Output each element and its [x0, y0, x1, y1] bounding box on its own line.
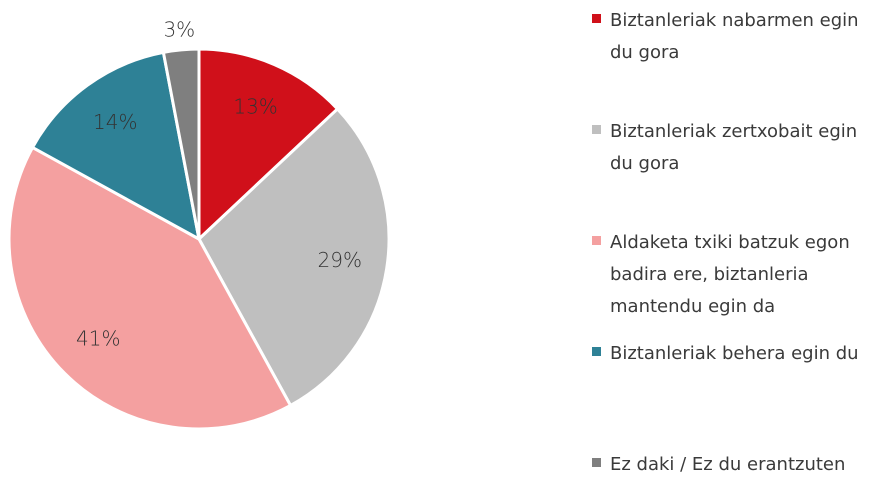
- legend-label: Aldaketa txiki batzuk egon badira ere, b…: [610, 232, 850, 317]
- legend-swatch: [592, 458, 601, 467]
- slice-label: 13%: [233, 95, 277, 119]
- legend-swatch: [592, 347, 601, 356]
- pie-slice: [161, 47, 201, 240]
- legend-swatch: [592, 236, 601, 245]
- legend: Biztanleriak nabarmen egin du gora Biztan…: [592, 0, 887, 475]
- pie-slice: [7, 145, 293, 431]
- slice-label: 29%: [318, 248, 362, 272]
- legend-item: Biztanleriak behera egin du: [592, 338, 882, 370]
- slice-label: 41%: [76, 326, 120, 350]
- legend-label: Biztanleriak nabarmen egin du gora: [610, 10, 859, 63]
- legend-label: Biztanleriak zertxobait egin du gora: [610, 121, 858, 174]
- slice-label: 3%: [163, 17, 195, 41]
- legend-item: Ez daki / Ez du erantzuten: [592, 449, 882, 481]
- pie-chart: 13% 29% 41% 14% 3%: [7, 17, 391, 431]
- legend-label: Biztanleriak behera egin du: [610, 343, 859, 364]
- pie-slice: [30, 50, 202, 242]
- pie-slice: [197, 106, 391, 408]
- legend-item: Biztanleriak zertxobait egin du gora: [592, 116, 882, 180]
- legend-label: Ez daki / Ez du erantzuten: [610, 454, 846, 475]
- pie-slice: [197, 47, 340, 243]
- legend-item: Biztanleriak nabarmen egin du gora: [592, 5, 882, 69]
- legend-swatch: [592, 125, 601, 134]
- legend-item: Aldaketa txiki batzuk egon badira ere, b…: [592, 227, 882, 323]
- legend-swatch: [592, 14, 601, 23]
- slice-label: 14%: [93, 110, 137, 134]
